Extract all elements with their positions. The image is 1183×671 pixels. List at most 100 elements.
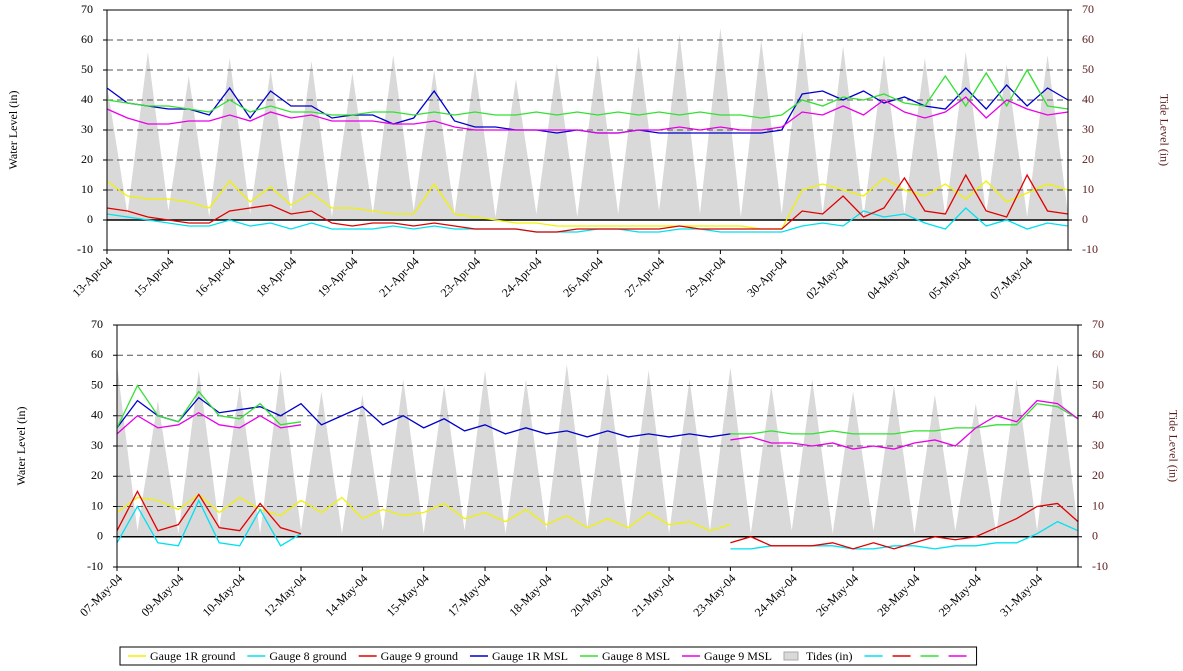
y-tick-label: 50 [81,62,93,76]
x-tick-label: 15-Apr-04 [131,254,177,300]
y-tick-label: -10 [77,242,93,256]
y2-tick-label: 70 [1082,2,1094,16]
series-line [730,399,1079,450]
tide-area [117,364,1078,537]
y2-tick-label: 0 [1082,212,1088,226]
x-tick-label: 10-May-04 [200,571,248,619]
series-line [116,411,302,435]
y2-tick-label: 70 [1092,317,1104,331]
series-line [116,493,731,532]
series-line [116,384,302,429]
x-tick-label: 16-Apr-04 [192,254,238,300]
y-tick-label: 0 [97,529,103,543]
legend-label: Gauge 1R MSL [492,649,568,663]
y-axis-title: Water Level (in) [14,407,28,486]
y2-axis-title: Tide Level (in) [1157,94,1171,166]
y-tick-label: 70 [81,2,93,16]
y2-tick-label: 40 [1082,92,1094,106]
legend-label: Gauge 8 MSL [602,649,670,663]
series-line [730,502,1079,550]
y-tick-label: 20 [81,152,93,166]
y-tick-label: -10 [87,559,103,573]
series-line [106,177,1069,230]
x-tick-label: 23-Apr-04 [438,254,484,300]
y-tick-label: 40 [91,408,103,422]
x-tick-label: 31-May-04 [997,571,1045,619]
x-tick-label: 02-May-04 [803,254,851,302]
y2-tick-label: -10 [1092,559,1108,573]
y2-tick-label: 60 [1082,32,1094,46]
series-line [106,173,1069,233]
x-tick-label: 18-May-04 [506,571,554,619]
y2-tick-label: 60 [1092,347,1104,361]
y-tick-label: 30 [81,122,93,136]
x-tick-label: 23-May-04 [690,571,738,619]
x-tick-label: 07-May-04 [987,254,1035,302]
x-tick-label: 19-Apr-04 [315,254,361,300]
y2-tick-label: 20 [1082,152,1094,166]
plot-frame [116,324,1079,568]
y-tick-label: 60 [81,32,93,46]
legend-label: Gauge 1R ground [150,649,235,663]
legend-label: Gauge 8 ground [269,649,346,663]
series-line [106,207,1069,233]
y2-tick-label: 0 [1092,529,1098,543]
y-tick-label: 0 [87,212,93,226]
x-tick-label: 04-May-04 [864,254,912,302]
y-tick-label: 70 [91,317,103,331]
y-axis-title: Water Level (in) [6,91,20,170]
y2-axis-title: Tide Level (in) [1166,410,1180,482]
x-tick-label: 30-Apr-04 [744,254,790,300]
y-tick-label: 50 [91,377,103,391]
series-line [116,498,302,547]
y2-tick-label: 30 [1092,438,1104,452]
y2-tick-label: 10 [1092,498,1104,512]
y-tick-label: 10 [81,182,93,196]
legend-box [119,646,978,666]
x-tick-label: 05-May-04 [926,254,974,302]
x-tick-label: 28-May-04 [874,571,922,619]
legend-label: Gauge 9 MSL [704,649,772,663]
series-line [106,96,1069,134]
y2-tick-label: 50 [1092,377,1104,391]
x-tick-label: 21-May-04 [629,571,677,619]
y2-tick-label: 30 [1082,122,1094,136]
x-tick-label: 29-Apr-04 [683,254,729,300]
x-tick-label: 27-Apr-04 [622,254,668,300]
x-tick-label: 24-Apr-04 [499,254,545,300]
y-tick-label: 40 [81,92,93,106]
x-tick-label: 18-Apr-04 [254,254,300,300]
series-line [106,68,1069,119]
x-tick-label: 20-May-04 [568,571,616,619]
y2-tick-label: 50 [1082,62,1094,76]
y2-tick-label: 40 [1092,408,1104,422]
y-tick-label: 20 [91,468,103,482]
y-tick-label: 30 [91,438,103,452]
y2-tick-label: 10 [1082,182,1094,196]
legend-label: Gauge 9 ground [381,649,458,663]
x-tick-label: 15-May-04 [384,571,432,619]
x-tick-label: 07-May-04 [77,571,125,619]
x-tick-label: 14-May-04 [322,571,370,619]
x-tick-label: 26-May-04 [813,571,861,619]
x-tick-label: 09-May-04 [138,571,186,619]
tide-area [107,28,1068,220]
y-tick-label: 60 [91,347,103,361]
y-tick-label: 10 [91,498,103,512]
series-line [116,489,302,535]
series-line [730,402,1079,435]
x-tick-label: 17-May-04 [445,571,493,619]
x-tick-label: 12-May-04 [261,571,309,619]
x-tick-label: 21-Apr-04 [376,254,422,300]
y2-tick-label: -10 [1082,242,1098,256]
legend-swatch [783,651,799,661]
x-tick-label: 29-May-04 [936,571,984,619]
series-line [116,396,731,438]
legend: Gauge 1R ground Gauge 8 ground Gauge 9 gro… [119,646,978,666]
legend-label: Tides (in) [806,649,853,663]
plot-frame [106,9,1069,251]
y2-tick-label: 20 [1092,468,1104,482]
x-tick-label: 24-May-04 [752,571,800,619]
x-tick-label: 26-Apr-04 [560,254,606,300]
